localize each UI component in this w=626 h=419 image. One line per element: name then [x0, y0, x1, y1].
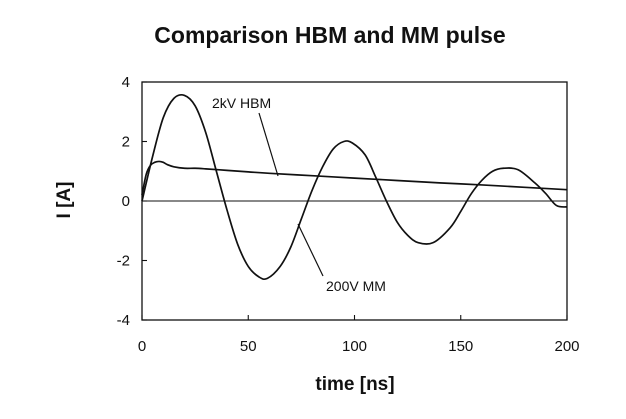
series-mm-line — [141, 93, 568, 281]
annotation-hbm-leader — [258, 112, 279, 177]
x-tick-label: 50 — [240, 338, 257, 355]
series-hbm-line — [141, 160, 568, 196]
y-tick-label: 2 — [122, 134, 130, 151]
annotation-hbm: 2kV HBM — [212, 95, 271, 111]
x-axis-label: time [ns] — [315, 374, 394, 395]
y-tick-label: 4 — [122, 74, 130, 91]
plot-layer: 4 2 0 -2 -4 0 50 100 150 200 — [117, 74, 580, 355]
annotations-layer: 2kV HBM 200V MM — [212, 95, 386, 294]
chart-title: Comparison HBM and MM pulse — [154, 22, 505, 48]
x-tick-label: 150 — [448, 338, 473, 355]
y-tick-label: -4 — [117, 312, 130, 329]
x-tick-label: 200 — [554, 338, 579, 355]
annotation-mm: 200V MM — [326, 278, 386, 294]
y-tick-label: 0 — [122, 193, 130, 210]
y-axis-label: I [A] — [54, 182, 75, 219]
x-tick-label: 0 — [138, 338, 146, 355]
annotation-mm-leader — [297, 223, 324, 277]
y-tick-label: -2 — [117, 253, 130, 270]
x-tick-label: 100 — [342, 338, 367, 355]
